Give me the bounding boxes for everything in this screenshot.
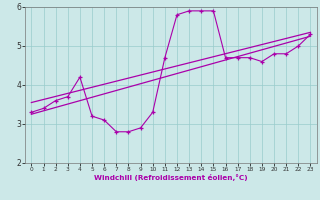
X-axis label: Windchill (Refroidissement éolien,°C): Windchill (Refroidissement éolien,°C)	[94, 174, 248, 181]
